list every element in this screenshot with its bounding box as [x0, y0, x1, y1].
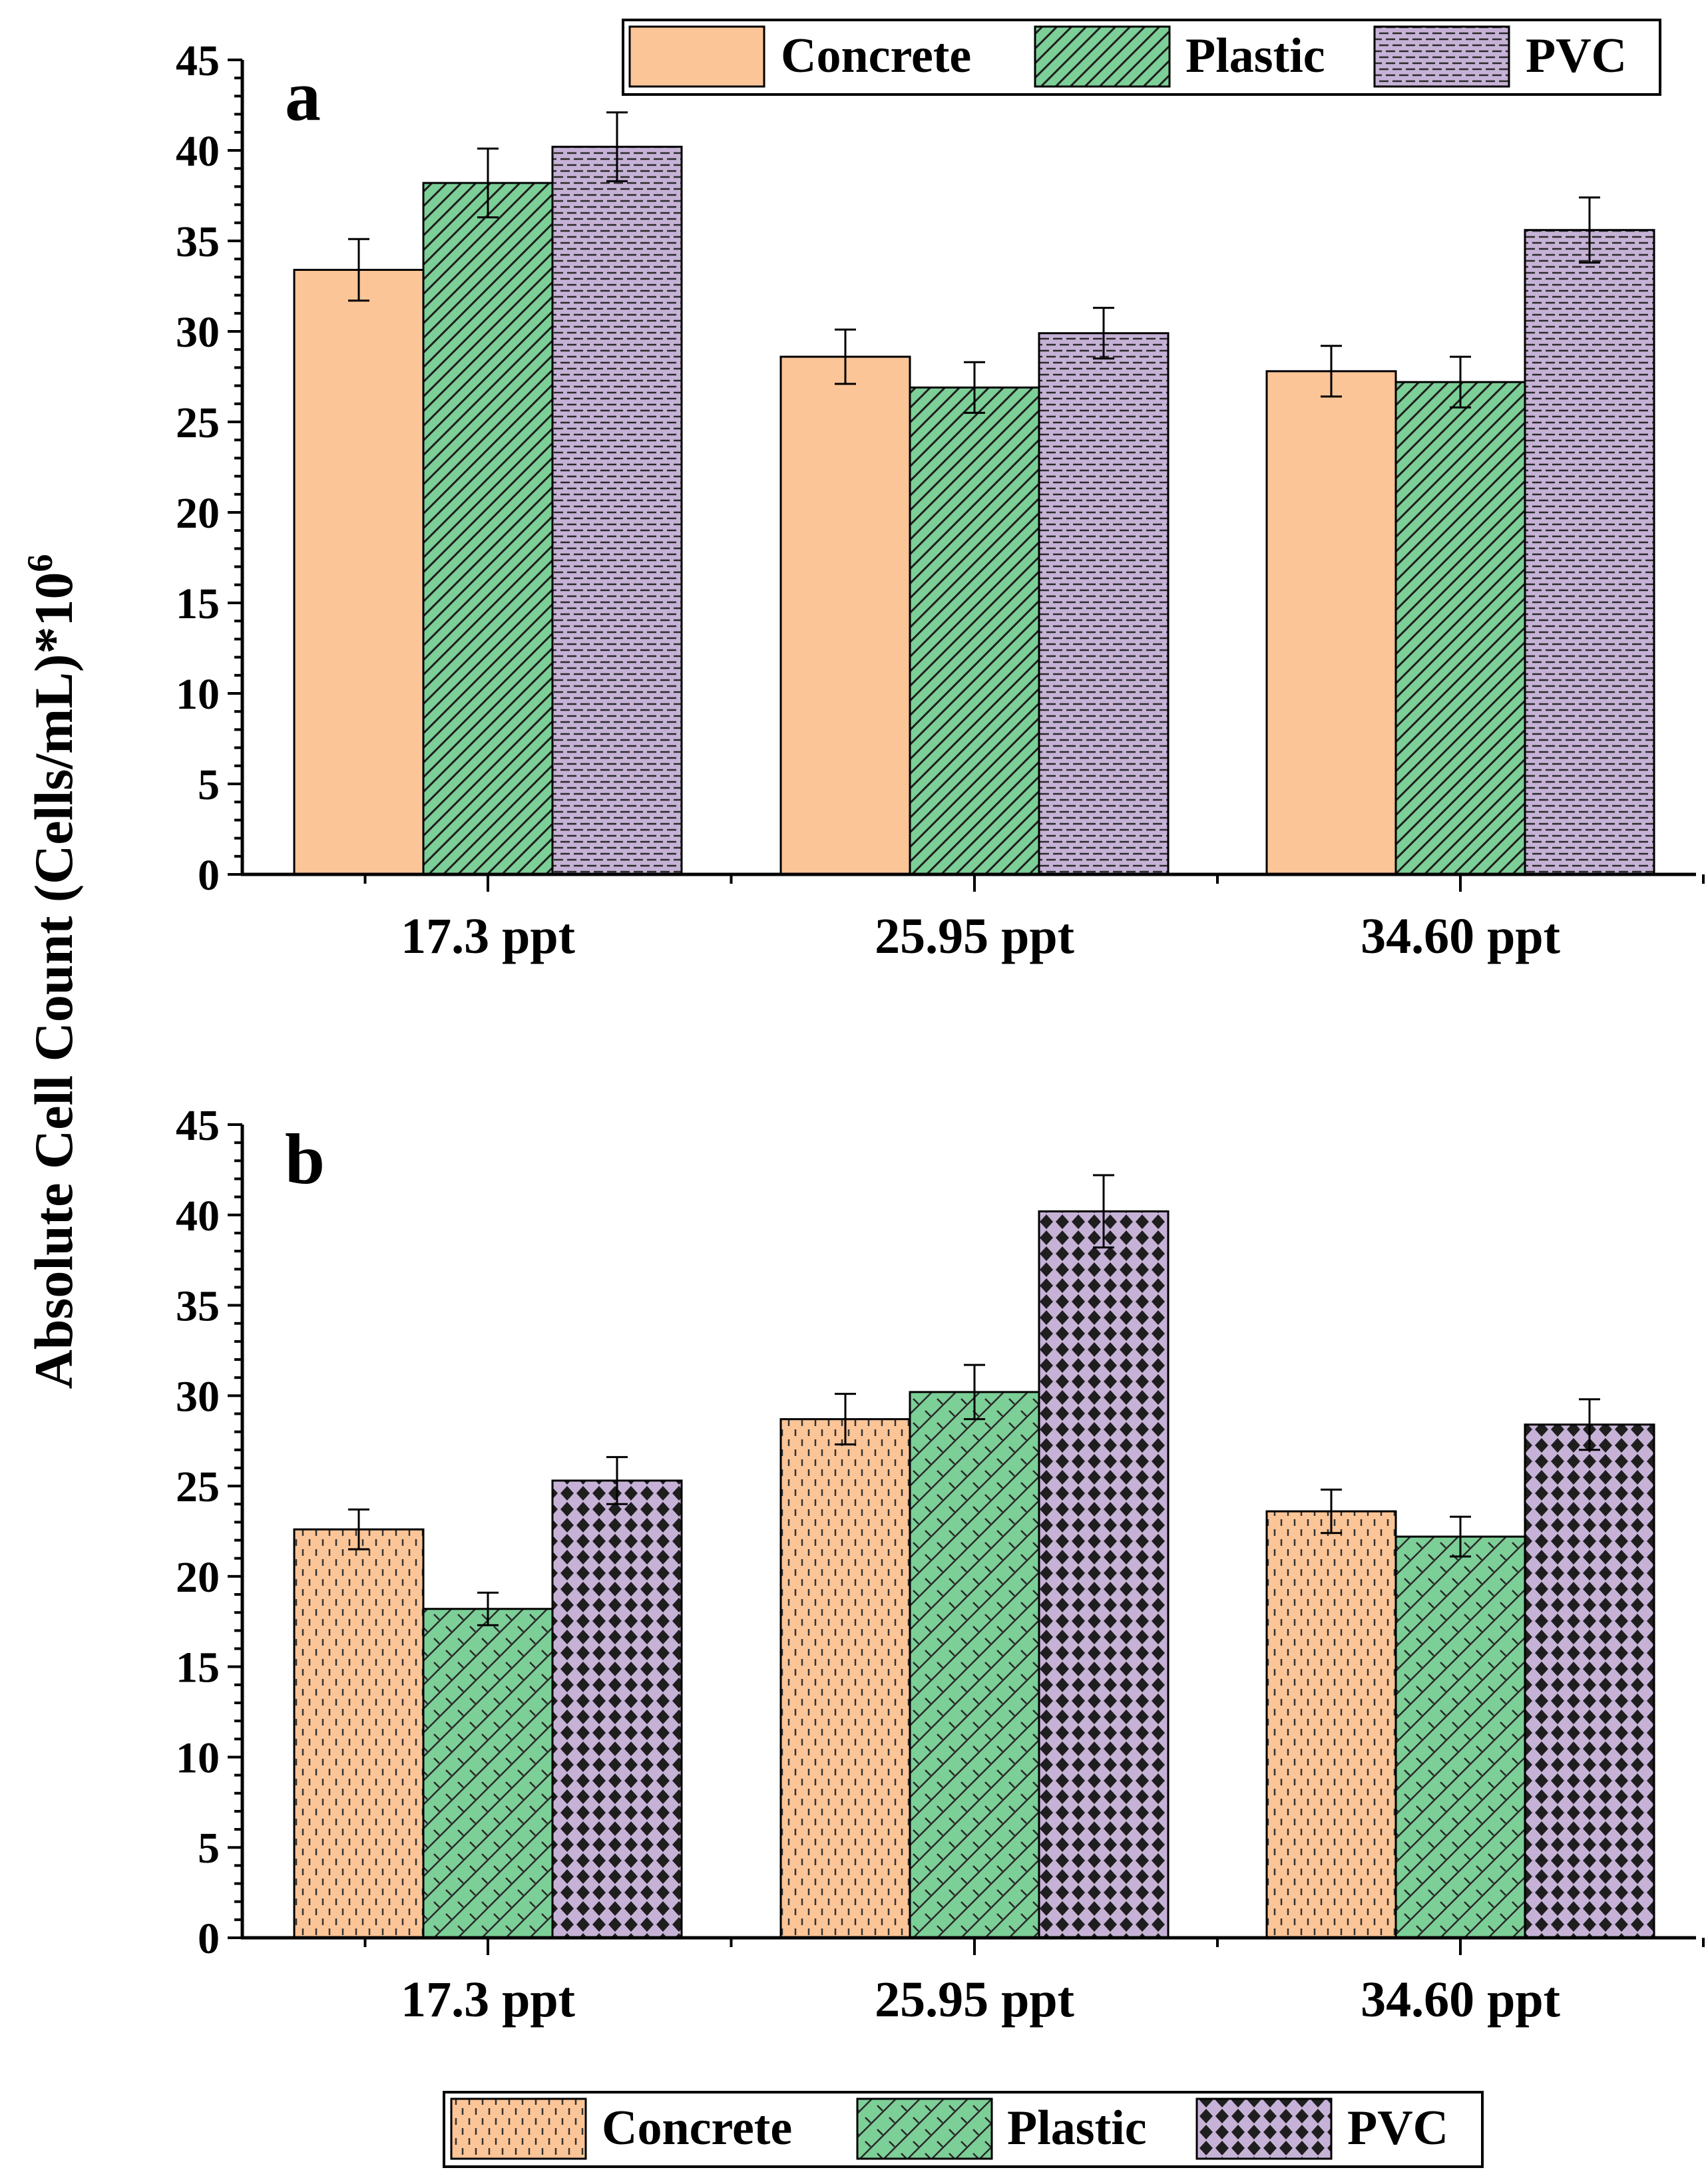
bar-b-concrete-1 [293, 1528, 425, 1939]
bar-a-pvc-2 [1038, 332, 1170, 876]
error-bar-b-concrete-2 [835, 1393, 856, 1446]
legend-bottom-label-concrete: Concrete [602, 2101, 792, 2155]
panel-a-y-tick-label: 45 [176, 37, 220, 85]
panel-b-y-tick-label: 0 [198, 1914, 220, 1963]
panel-b-y-tick-label: 45 [176, 1101, 220, 1150]
legend-top: Concrete Plastic PVC [622, 19, 1661, 96]
legend-bottom-swatch-pvc [1195, 2097, 1333, 2160]
bar-a-plastic-1 [422, 182, 554, 876]
bar-b-plastic-2 [909, 1391, 1040, 1939]
legend-top-label-concrete: Concrete [781, 29, 971, 83]
error-bar-a-pvc-1 [606, 111, 628, 182]
error-bar-b-pvc-2 [1093, 1174, 1114, 1249]
panel-a-category-label-1: 17.3 ppt [401, 908, 575, 964]
panel-a-axes: 0 5 10 15 20 25 30 35 40 45 17.3 ppt 25.95 ppt 34.60… [176, 37, 1705, 964]
legend-bottom-label-plastic: Plastic [1007, 2101, 1147, 2155]
panel-a-y-tick-label: 25 [176, 399, 220, 447]
y-axis-label: Absolute Cell Count (Cells/mL)*106 [20, 554, 84, 1389]
panel-a-category-label-2: 25.95 ppt [875, 908, 1074, 964]
bar-b-pvc-2 [1038, 1210, 1170, 1939]
error-bar-a-concrete-1 [348, 238, 369, 302]
bar-a-pvc-3 [1524, 229, 1655, 876]
legend-bottom: Concrete Plastic PVC [443, 2091, 1484, 2168]
error-bar-b-concrete-1 [348, 1508, 369, 1550]
panel-b-y-tick-label: 10 [176, 1733, 220, 1782]
legend-bottom-swatch-plastic [856, 2097, 993, 2160]
bar-b-plastic-1 [422, 1608, 554, 1939]
bar-b-pvc-3 [1524, 1423, 1655, 1939]
error-bar-b-pvc-3 [1579, 1398, 1600, 1451]
panel-a-y-tick-label: 35 [176, 218, 220, 266]
error-bar-b-pvc-1 [606, 1456, 628, 1505]
panel-a-error-bars [348, 111, 1600, 414]
panel-b-bars [293, 1210, 1655, 1939]
panel-b-label: b [285, 1120, 325, 1199]
bar-b-pvc-1 [551, 1479, 683, 1939]
panel-a-label: a [285, 57, 321, 136]
panel-b-y-tick-label: 5 [198, 1824, 220, 1873]
panel-a-y-tick-label: 10 [176, 670, 220, 719]
bar-a-concrete-2 [779, 355, 911, 876]
bar-b-plastic-3 [1394, 1535, 1526, 1939]
error-bar-b-concrete-3 [1321, 1489, 1342, 1535]
error-bar-a-pvc-3 [1579, 196, 1600, 264]
bar-b-concrete-2 [779, 1418, 911, 1939]
legend-top-swatch-plastic [1034, 25, 1171, 88]
panel-a-y-tick-label: 15 [176, 580, 220, 628]
error-bar-b-plastic-2 [964, 1364, 985, 1421]
panel-b-y-tick-label: 30 [176, 1372, 220, 1421]
panel-b-category-label-2: 25.95 ppt [875, 1972, 1074, 2028]
panel-a-y-tick-label: 30 [176, 308, 220, 357]
panel-a-y-tick-label: 40 [176, 127, 220, 176]
error-bar-a-concrete-2 [835, 328, 856, 385]
bar-a-pvc-1 [551, 146, 683, 876]
panel-a-y-tick-label: 20 [176, 489, 220, 538]
panel-b-y-tick-label: 15 [176, 1644, 220, 1692]
bar-a-concrete-1 [293, 269, 425, 876]
panel-b-y-tick-label: 35 [176, 1282, 220, 1331]
panel-a-y-tick-label: 5 [198, 761, 220, 809]
error-bar-b-plastic-1 [477, 1591, 499, 1626]
error-bar-a-plastic-1 [477, 147, 499, 219]
bar-a-plastic-3 [1394, 381, 1526, 876]
panel-a-y-tick-label: 0 [198, 851, 220, 900]
y-axis-label-superscript: 6 [20, 554, 60, 572]
y-axis-label-text: Absolute Cell Count (Cells/mL)*10 [23, 572, 84, 1389]
panel-b-category-label-1: 17.3 ppt [401, 1972, 575, 2028]
bar-b-concrete-3 [1265, 1510, 1397, 1939]
panel-a: 0 5 10 15 20 25 30 35 40 45 17.3 ppt 25.95 ppt 34.60… [176, 19, 1705, 964]
legend-top-label-pvc: PVC [1526, 29, 1627, 83]
panel-b: 0 5 10 15 20 25 30 35 40 45 17.3 ppt 25.95 ppt 34.60… [176, 1101, 1705, 2168]
panel-b-category-label-3: 34.60 ppt [1361, 1972, 1560, 2028]
legend-top-label-plastic: Plastic [1185, 29, 1325, 83]
bar-a-concrete-3 [1265, 370, 1397, 876]
error-bar-a-concrete-3 [1321, 345, 1342, 398]
legend-top-swatch-concrete [628, 25, 765, 88]
panel-b-axes: 0 5 10 15 20 25 30 35 40 45 17.3 ppt 25.95 ppt 34.60… [176, 1101, 1705, 2028]
error-bar-a-plastic-3 [1450, 355, 1471, 409]
panel-a-category-label-3: 34.60 ppt [1361, 908, 1560, 964]
panel-b-y-tick-label: 20 [176, 1553, 220, 1602]
legend-bottom-swatch-concrete [450, 2097, 587, 2160]
panel-b-y-tick-label: 25 [176, 1463, 220, 1511]
error-bar-a-plastic-2 [964, 361, 985, 414]
error-bar-b-plastic-3 [1450, 1515, 1471, 1558]
legend-top-swatch-pvc [1373, 25, 1510, 88]
bar-a-plastic-2 [909, 386, 1040, 876]
error-bar-a-pvc-2 [1093, 307, 1114, 360]
panel-b-error-bars [348, 1174, 1600, 1626]
panel-b-y-tick-label: 40 [176, 1192, 220, 1240]
panel-a-bars [293, 146, 1655, 876]
legend-bottom-label-pvc: PVC [1347, 2101, 1448, 2155]
